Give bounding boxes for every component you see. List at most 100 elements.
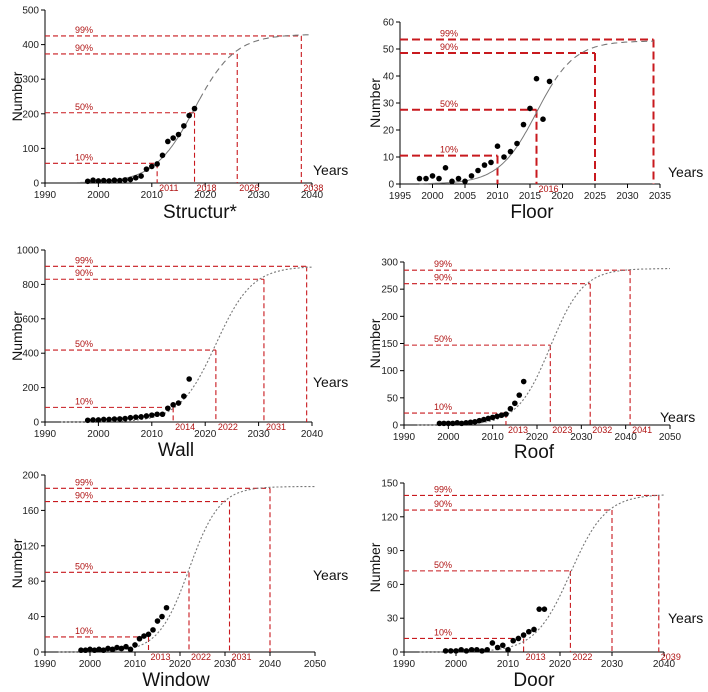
data-point (467, 419, 474, 426)
x-tick-label: 2020 (551, 191, 574, 202)
x-tick-label: 2050 (659, 432, 682, 443)
data-point (141, 633, 147, 639)
x-tick-label: 2040 (301, 190, 324, 201)
x-axis-label: Years (313, 162, 348, 178)
y-tick-label: 30 (387, 614, 399, 625)
chart-panel-structur: 0 100 200 300 400 500 1990 2000 2010 2020 2030 2040… (9, 6, 348, 224)
data-point (442, 648, 449, 654)
threshold-pct-label: 90% (434, 273, 452, 283)
x-tick-label: 2030 (616, 191, 639, 202)
y-tick-label: 200 (22, 383, 39, 394)
data-point (191, 105, 198, 112)
data-point (475, 167, 481, 174)
chart-title: Wall (158, 440, 194, 461)
x-tick-label: 2050 (304, 659, 327, 670)
x-tick-label: 2020 (549, 659, 572, 670)
y-tick-label: 200 (22, 109, 39, 120)
data-point (106, 178, 112, 184)
y-tick-label: 120 (381, 512, 398, 523)
data-point (143, 413, 150, 419)
threshold-pct-label: 90% (75, 268, 93, 278)
data-point (122, 177, 128, 183)
data-point (165, 138, 171, 145)
data-point (453, 648, 459, 654)
data-point (84, 417, 91, 424)
data-point (489, 640, 496, 646)
data-point (111, 416, 118, 422)
y-tick-label: 30 (383, 99, 395, 110)
x-tick-label: 1990 (34, 190, 57, 201)
chart-panel-window: 0 40 80 120 160 200 1990 2000 2010 2020 2030 2040 20… (9, 471, 348, 692)
threshold-pct-label: 50% (75, 102, 93, 112)
x-tick-label: 2030 (247, 190, 270, 201)
data-point (515, 635, 522, 642)
threshold-pct-label: 10% (75, 152, 93, 162)
data-point (136, 635, 143, 642)
y-tick-label: 40 (28, 612, 40, 623)
fitted-curve-projected (417, 268, 670, 426)
threshold-pct-label: 90% (75, 43, 93, 53)
data-point (481, 416, 487, 423)
threshold-pct-label: 99% (75, 255, 93, 265)
data-point (436, 175, 442, 182)
data-point (520, 121, 527, 128)
threshold-pct-label: 50% (440, 99, 458, 109)
data-point (507, 148, 514, 155)
data-point (500, 642, 506, 649)
data-point (105, 645, 111, 652)
threshold-year-label: 2039 (661, 652, 681, 662)
y-tick-label: 60 (387, 580, 399, 591)
data-point (448, 648, 454, 654)
x-tick-label: 2025 (584, 191, 607, 202)
y-tick-label: 50 (383, 45, 395, 56)
x-tick-label: 2000 (421, 191, 444, 202)
data-point (494, 143, 501, 149)
fitted-curve-observed (419, 88, 550, 185)
x-tick-label: 2030 (601, 659, 624, 670)
fitted-curve-projected (199, 34, 312, 100)
chart-title: Floor (510, 202, 554, 223)
data-point (143, 166, 150, 172)
x-tick-label: 2035 (649, 191, 672, 202)
data-point (445, 420, 452, 427)
data-point (132, 175, 139, 181)
data-point (463, 648, 470, 654)
threshold-year-label: 2026 (239, 183, 259, 193)
x-tick-label: 2020 (194, 429, 217, 440)
chart-title: Structur* (163, 202, 238, 223)
x-tick-label: 2030 (247, 429, 270, 440)
x-tick-label: 2020 (526, 432, 549, 443)
data-point (416, 175, 423, 182)
threshold-year-label: 2022 (218, 422, 238, 432)
data-point (501, 154, 507, 160)
data-point (163, 604, 170, 611)
data-point (181, 393, 187, 400)
data-point (507, 405, 514, 412)
threshold-year-label: 2031 (232, 652, 252, 662)
threshold-pct-label: 99% (440, 29, 458, 39)
data-point (116, 416, 123, 422)
data-point (186, 112, 192, 119)
y-tick-label: 60 (383, 18, 395, 29)
threshold-year-label: 2013 (151, 652, 171, 662)
data-point (100, 647, 107, 654)
data-point (127, 646, 134, 653)
x-axis-label: Years (660, 409, 695, 425)
threshold-pct-label: 90% (434, 499, 452, 509)
data-point (149, 163, 155, 170)
data-point (455, 175, 462, 182)
chart-title: Roof (514, 442, 555, 463)
data-point (127, 414, 134, 421)
data-point (100, 177, 107, 184)
threshold-year-label: 2038 (303, 183, 323, 193)
threshold-year-label: 2013 (508, 425, 528, 435)
x-tick-label: 2010 (124, 659, 147, 670)
y-tick-label: 10 (383, 153, 395, 164)
data-point (159, 152, 166, 159)
x-tick-label: 2040 (259, 659, 282, 670)
data-point (96, 646, 102, 653)
y-tick-label: 200 (381, 312, 398, 323)
data-point (503, 411, 509, 417)
data-point (116, 177, 123, 184)
